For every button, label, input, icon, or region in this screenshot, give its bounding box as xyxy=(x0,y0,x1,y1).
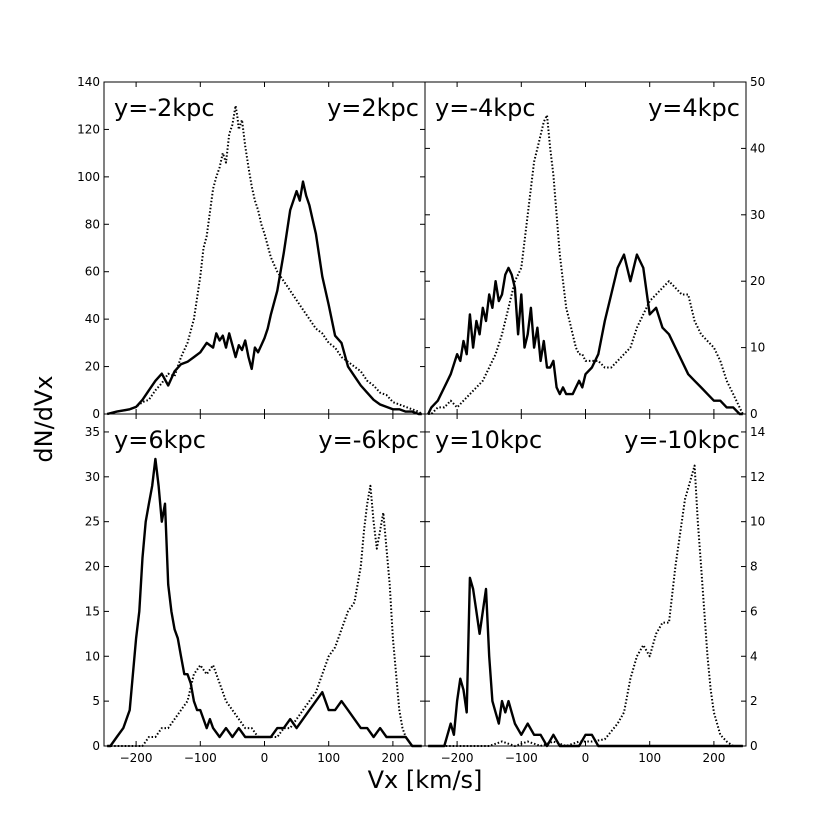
y-tick-label: 60 xyxy=(85,265,100,279)
panel-top-right: 0 10 20 30 40 50 y=-4kpc y=4kpc xyxy=(424,75,765,421)
series-line-dotted xyxy=(107,484,422,747)
y-tick-label: 6 xyxy=(750,604,758,618)
y-tick-label: 40 xyxy=(85,312,100,326)
series-line-dotted xyxy=(106,104,423,415)
panel-frame xyxy=(424,81,747,415)
y-tick-label: 30 xyxy=(85,470,100,484)
x-tick-label: 0 xyxy=(261,751,269,765)
y-tick-label: 10 xyxy=(85,649,100,663)
y-tick-label: 40 xyxy=(750,141,765,155)
y-tick-label: 0 xyxy=(92,407,100,421)
panel-bottom-right: 0 2 4 6 8 10 12 14 −200 −100 0 100 200 y=10kpc y=-10kp… xyxy=(424,413,765,765)
series-line-dotted xyxy=(428,114,744,415)
y-tick-label: 4 xyxy=(750,649,758,663)
y-tick-label: 8 xyxy=(750,560,758,574)
panel-label-right: y=4kpc xyxy=(648,94,740,122)
panel-frame xyxy=(103,81,426,415)
series-line-solid xyxy=(106,180,422,416)
x-tick-label: −200 xyxy=(120,751,153,765)
x-axis-label: Vx [km/s] xyxy=(368,766,483,794)
y-tick-label: 0 xyxy=(750,407,758,421)
y-tick-label: 80 xyxy=(85,217,100,231)
y-tick-label: 0 xyxy=(750,739,758,753)
panel-frame xyxy=(424,413,747,747)
x-tick-label: 100 xyxy=(317,751,340,765)
panel-label-left: y=10kpc xyxy=(435,426,542,454)
y-tick-label: 15 xyxy=(85,604,100,618)
x-tick-label: −100 xyxy=(184,751,217,765)
y-tick-label: 20 xyxy=(85,360,100,374)
series-line-solid xyxy=(428,576,743,748)
x-tick-label: 200 xyxy=(381,751,404,765)
x-tick-label: −100 xyxy=(505,751,538,765)
x-tick-label: 0 xyxy=(582,751,590,765)
y-tick-label: 5 xyxy=(92,694,100,708)
y-tick-label: 140 xyxy=(77,75,100,89)
panel-label-right: y=2kpc xyxy=(327,94,419,122)
panel-bottom-left: 0 5 10 15 20 25 30 35 −200 −100 0 100 200 y=6kpc y=-6k… xyxy=(85,413,426,765)
panel-frame xyxy=(103,413,426,747)
x-tick-label: 100 xyxy=(638,751,661,765)
x-tick-label: −200 xyxy=(441,751,474,765)
y-tick-label: 12 xyxy=(750,470,765,484)
y-tick-label: 30 xyxy=(750,208,765,222)
y-tick-label: 20 xyxy=(750,274,765,288)
y-tick-label: 25 xyxy=(85,515,100,529)
series-line-solid xyxy=(107,457,422,748)
panel-label-left: y=-4kpc xyxy=(435,94,536,122)
y-tick-label: 2 xyxy=(750,694,758,708)
y-tick-label: 10 xyxy=(750,515,765,529)
panel-label-right: y=-6kpc xyxy=(318,426,419,454)
panel-top-left: 0 20 40 60 80 100 120 140 y=-2kpc y=2kpc xyxy=(77,75,426,421)
series-line-solid xyxy=(427,253,743,416)
y-tick-label: 14 xyxy=(750,425,765,439)
y-tick-label: 50 xyxy=(750,75,765,89)
y-tick-label: 100 xyxy=(77,170,100,184)
y-tick-label: 0 xyxy=(92,739,100,753)
y-tick-label: 10 xyxy=(750,341,765,355)
panel-label-right: y=-10kpc xyxy=(624,426,740,454)
y-tick-label: 20 xyxy=(85,560,100,574)
y-axis-label: dN/dVx xyxy=(30,375,58,462)
x-tick-label: 200 xyxy=(702,751,725,765)
panel-label-left: y=6kpc xyxy=(114,426,206,454)
panel-label-left: y=-2kpc xyxy=(114,94,215,122)
y-tick-label: 35 xyxy=(85,425,100,439)
y-tick-label: 120 xyxy=(77,122,100,136)
